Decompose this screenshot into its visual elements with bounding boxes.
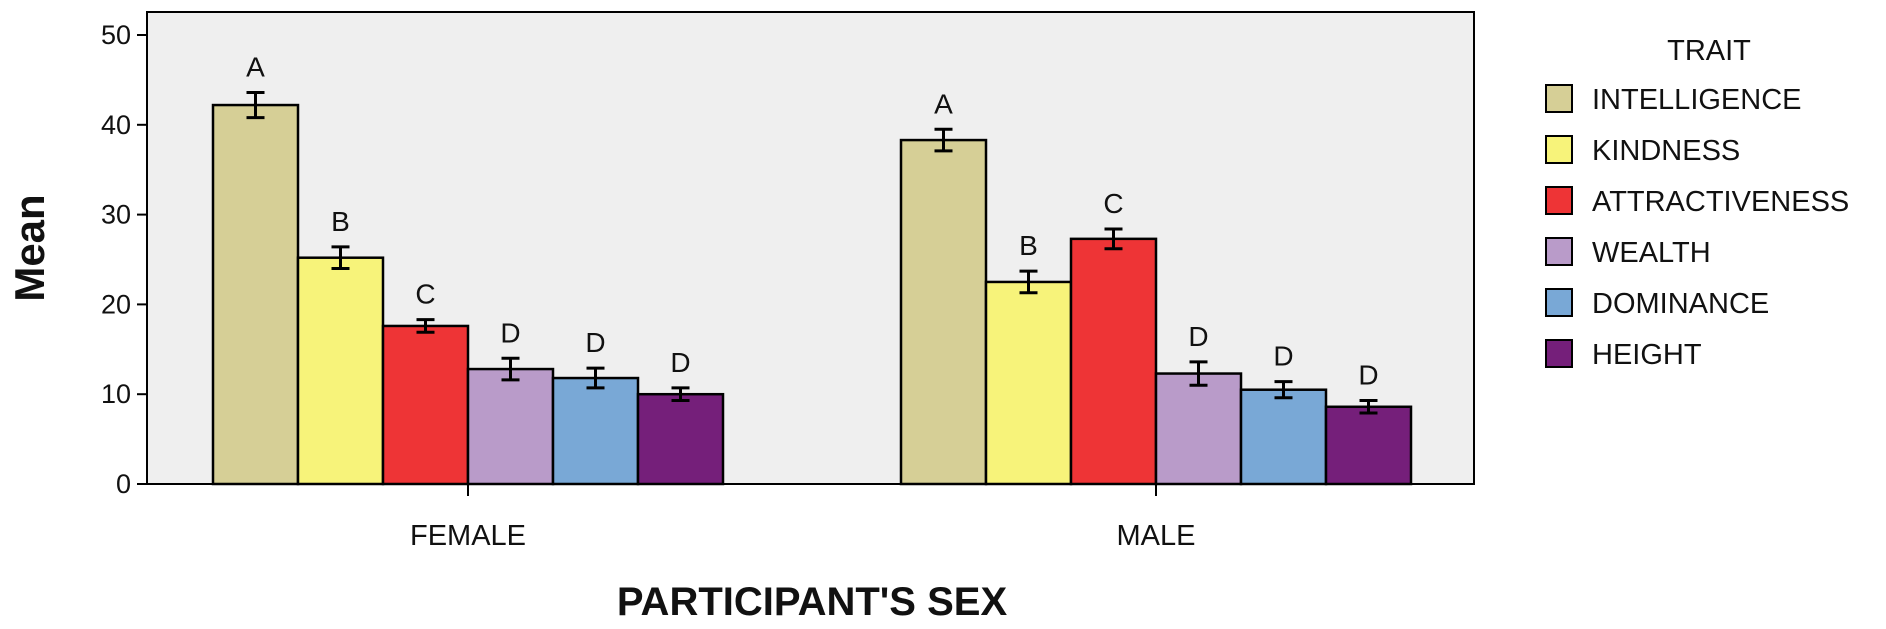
- legend-label: HEIGHT: [1592, 339, 1702, 371]
- y-tick-label: 10: [101, 379, 131, 409]
- significance-label: D: [670, 347, 690, 378]
- bar: [1069, 237, 1158, 486]
- legend-swatch: [1545, 288, 1573, 317]
- legend-swatch: [1545, 339, 1573, 368]
- x-tick-label: FEMALE: [410, 520, 526, 552]
- legend-label: KINDNESS: [1592, 135, 1740, 167]
- significance-label: D: [585, 327, 605, 358]
- bar: [381, 324, 470, 486]
- significance-label: B: [1019, 230, 1038, 261]
- bar: [984, 280, 1073, 486]
- bar: [211, 103, 300, 486]
- legend-swatch: [1545, 237, 1573, 266]
- significance-label: C: [1103, 188, 1123, 219]
- bar: [1324, 405, 1413, 486]
- legend-swatch: [1545, 84, 1573, 113]
- significance-label: D: [1188, 321, 1208, 352]
- y-axis-title: Mean: [6, 194, 53, 301]
- significance-label: D: [1273, 341, 1293, 372]
- bar: [551, 376, 640, 486]
- bar: [1154, 372, 1243, 486]
- legend-label: WEALTH: [1592, 237, 1711, 269]
- bar: [466, 367, 555, 486]
- x-axis-title: PARTICIPANT'S SEX: [617, 580, 1008, 624]
- y-tick-label: 40: [101, 110, 131, 140]
- y-tick-label: 0: [116, 469, 131, 499]
- x-tick-label: MALE: [1117, 520, 1196, 552]
- significance-label: B: [331, 206, 350, 237]
- significance-label: C: [415, 279, 435, 310]
- legend-swatch: [1545, 186, 1573, 215]
- significance-label: A: [246, 51, 265, 82]
- significance-label: D: [1358, 359, 1378, 390]
- legend-swatch: [1545, 135, 1573, 164]
- bar: [899, 138, 988, 486]
- bar: [636, 392, 725, 486]
- legend-title: TRAIT: [1667, 35, 1751, 67]
- y-tick-label: 20: [101, 289, 131, 319]
- y-tick-label: 50: [101, 20, 131, 50]
- legend-label: INTELLIGENCE: [1592, 84, 1802, 116]
- y-tick-label: 30: [101, 200, 131, 230]
- bar: [1239, 388, 1328, 486]
- significance-label: D: [500, 317, 520, 348]
- significance-label: A: [934, 88, 953, 119]
- legend-label: ATTRACTIVENESS: [1592, 186, 1849, 218]
- legend-label: DOMINANCE: [1592, 288, 1769, 320]
- bar: [296, 256, 385, 486]
